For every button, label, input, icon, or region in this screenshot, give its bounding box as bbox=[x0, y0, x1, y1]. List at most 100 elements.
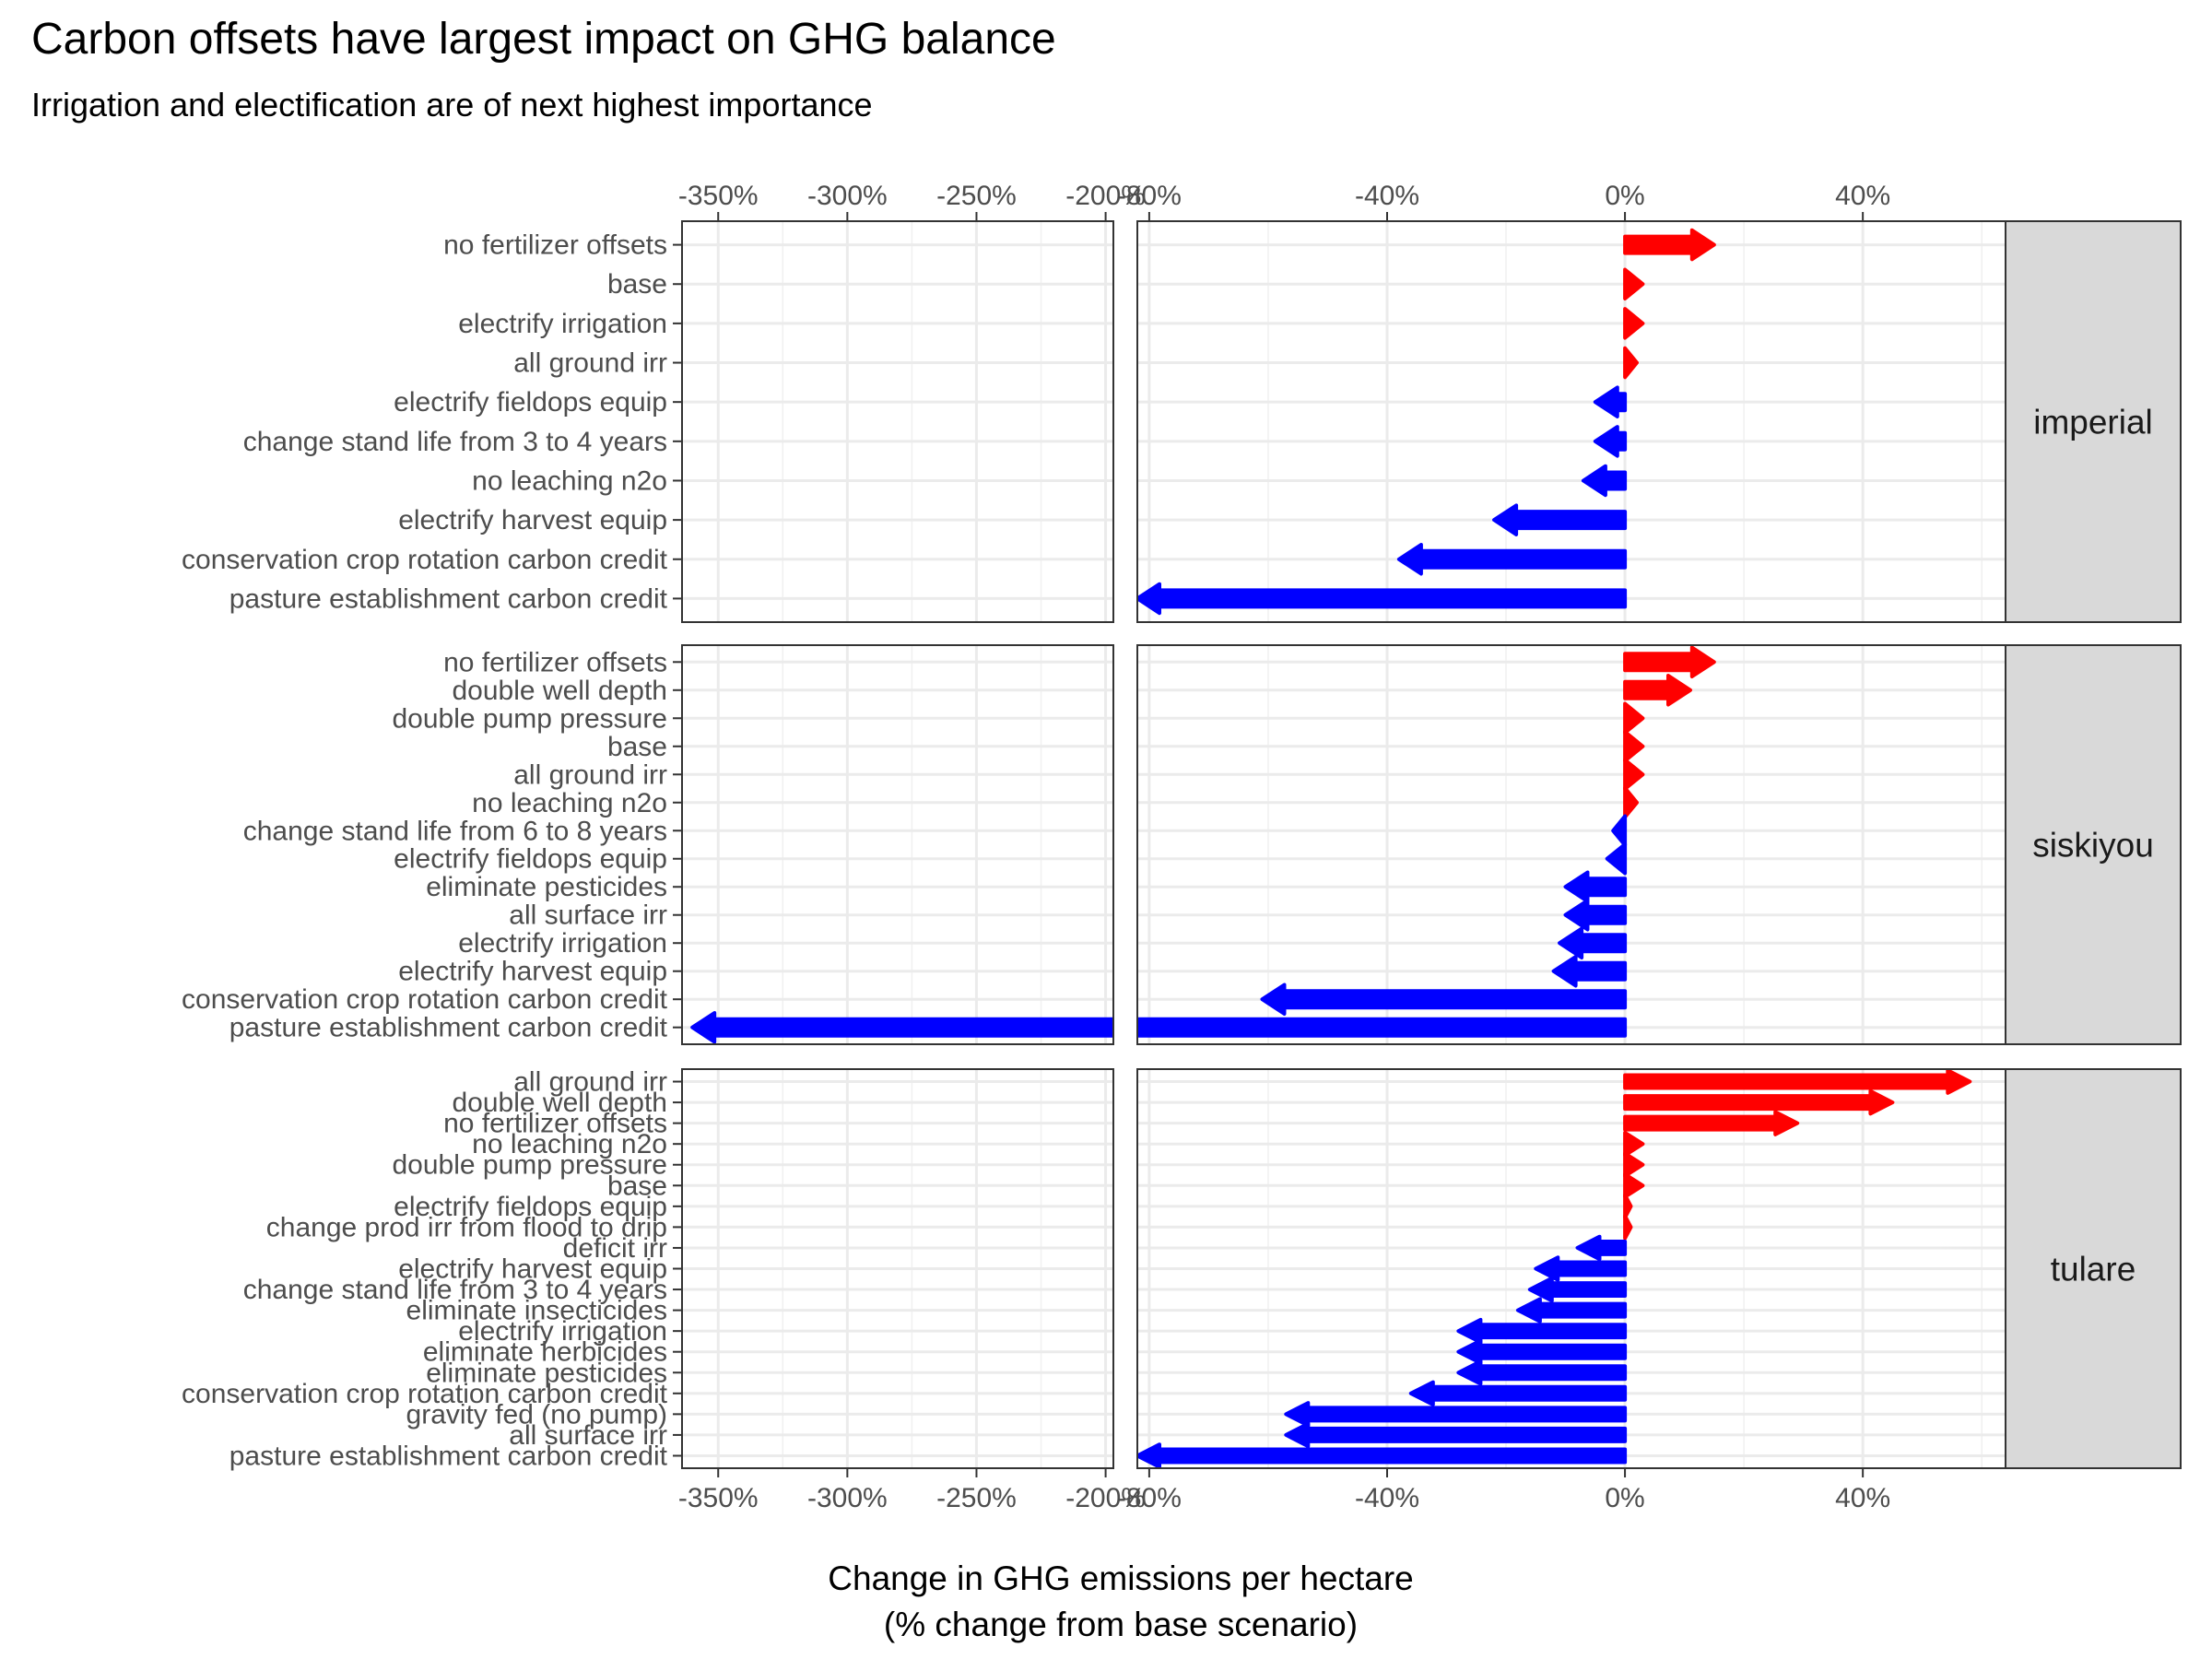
panel-tulare-category-label: no fertilizer offsets bbox=[443, 1109, 667, 1139]
panel-siskiyou-strip-label: siskiyou bbox=[2032, 827, 2154, 865]
panel-siskiyou-category-label: no leaching n2o bbox=[472, 788, 667, 818]
panel-imperial-arrow-electrify-fieldops-equip bbox=[1593, 385, 1628, 418]
panel-imperial-left-bg bbox=[682, 221, 1113, 622]
panel-tulare-category-label: double well depth bbox=[452, 1088, 667, 1118]
panel-imperial-arrow-electrify-irrigation bbox=[1623, 307, 1645, 340]
panel-tulare-arrow-all-surface-irr bbox=[1284, 1421, 1628, 1449]
x-axis-top-right-tick-label: 0% bbox=[1605, 181, 1644, 211]
panel-tulare-arrow-base bbox=[1623, 1172, 1645, 1199]
panel-imperial-category-label: conservation crop rotation carbon credit bbox=[182, 545, 668, 575]
panel-tulare-arrow-electrify-fieldops-equip bbox=[1623, 1193, 1633, 1220]
panel-siskiyou-category-label: conservation crop rotation carbon credit bbox=[182, 984, 668, 1015]
x-axis-top-left-tick-label: -200% bbox=[1065, 181, 1146, 211]
panel-tulare-arrow-gravity-fed-no-pump- bbox=[1284, 1401, 1628, 1428]
panel-tulare-category-label: electrify harvest equip bbox=[398, 1254, 667, 1285]
panel-siskiyou-category-label: electrify irrigation bbox=[458, 928, 667, 959]
panel-imperial-category-label: no fertilizer offsets bbox=[443, 230, 667, 261]
panel-imperial-arrow-change-stand-life-from-3-to-4-years bbox=[1593, 425, 1628, 458]
panel-siskiyou-category-label: double pump pressure bbox=[392, 703, 667, 734]
panel-imperial-category-label: no leaching n2o bbox=[472, 465, 667, 496]
panel-siskiyou-arrow-pasture-establishment-carbon-credit-left-segment bbox=[690, 1011, 1113, 1044]
panel-tulare-arrow-electrify-irrigation bbox=[1456, 1317, 1628, 1345]
panel-tulare-category-label: eliminate insecticides bbox=[406, 1296, 667, 1326]
panel-siskiyou-arrow-electrify-harvest-equip bbox=[1551, 955, 1628, 988]
panel-tulare-arrow-electrify-harvest-equip bbox=[1534, 1255, 1628, 1282]
panel-imperial-strip bbox=[2005, 220, 2182, 623]
x-axis-bottom-right-tick-label: -40% bbox=[1355, 1483, 1419, 1513]
chart-title: Carbon offsets have largest impact on GH… bbox=[31, 15, 1056, 64]
panel-tulare-category-label: change prod irr from flood to drip bbox=[266, 1212, 667, 1242]
panel-siskiyou-arrow-double-pump-pressure bbox=[1623, 701, 1645, 735]
x-axis-bottom-left-tick-label: -350% bbox=[678, 1483, 759, 1513]
panel-imperial-arrow-electrify-harvest-equip bbox=[1492, 503, 1628, 536]
panel-imperial-strip-label: imperial bbox=[2033, 404, 2153, 441]
panel-tulare-arrow-eliminate-insecticides bbox=[1515, 1297, 1628, 1324]
panel-siskiyou-strip bbox=[2005, 644, 2182, 1045]
panel-tulare-category-label: electrify fieldops equip bbox=[394, 1192, 667, 1222]
panel-imperial-category-label: base bbox=[607, 269, 667, 300]
panel-imperial-arrow-pasture-establishment-carbon-credit bbox=[1137, 582, 1628, 616]
panel-siskiyou-category-label: eliminate pesticides bbox=[426, 872, 667, 902]
panel-tulare-category-label: pasture establishment carbon credit bbox=[229, 1441, 668, 1471]
panel-tulare-arrow-double-well-depth bbox=[1623, 1088, 1895, 1116]
panel-siskiyou-left-bg bbox=[682, 645, 1113, 1044]
x-axis-bottom-left-tick-label: -200% bbox=[1065, 1483, 1146, 1513]
panel-imperial-arrow-base bbox=[1623, 267, 1645, 300]
panel-imperial-arrow-conservation-crop-rotation-carbon-credit bbox=[1396, 543, 1628, 576]
x-axis-bottom-left-tick-label: -250% bbox=[936, 1483, 1017, 1513]
panel-tulare-category-label: gravity fed (no pump) bbox=[406, 1399, 667, 1430]
x-axis-top-right-tick-label: 40% bbox=[1835, 181, 1890, 211]
panel-siskiyou-arrow-electrify-irrigation bbox=[1558, 926, 1628, 959]
panel-siskiyou-arrow-all-surface-irr bbox=[1563, 899, 1628, 932]
x-axis-bottom-left-tick-label: -300% bbox=[807, 1483, 888, 1513]
x-axis-top-left-tick-label: -250% bbox=[936, 181, 1017, 211]
panel-imperial-arrow-all-ground-irr bbox=[1623, 346, 1639, 380]
panel-imperial-category-label: electrify irrigation bbox=[458, 309, 667, 339]
panel-siskiyou-arrow-pasture-establishment-carbon-credit bbox=[1137, 1017, 1628, 1038]
panel-tulare-category-label: no leaching n2o bbox=[472, 1129, 667, 1159]
plot-area: no fertilizer offsets base electrify irrig… bbox=[182, 181, 2182, 1513]
panel-tulare-category-label: electrify irrigation bbox=[458, 1316, 667, 1347]
x-axis-title-line-2: (% change from base scenario) bbox=[884, 1606, 1358, 1643]
panel-siskiyou-arrow-conservation-crop-rotation-carbon-credit bbox=[1260, 982, 1628, 1016]
panel-tulare-arrow-eliminate-herbicides bbox=[1456, 1338, 1628, 1365]
x-axis-top-right-tick-label: -80% bbox=[1117, 181, 1182, 211]
panel-siskiyou-arrow-double-well-depth bbox=[1623, 674, 1692, 707]
panel-tulare-arrow-double-pump-pressure bbox=[1623, 1151, 1645, 1178]
panel-tulare-arrow-no-fertilizer-offsets bbox=[1623, 1110, 1800, 1136]
x-axis-top-left-tick-label: -300% bbox=[807, 181, 888, 211]
panel-siskiyou-arrow-all-ground-irr bbox=[1623, 758, 1645, 791]
panel-imperial-arrow-no-fertilizer-offsets bbox=[1623, 228, 1716, 262]
panel-tulare-arrow-conservation-crop-rotation-carbon-credit bbox=[1408, 1380, 1628, 1406]
panel-siskiyou-arrow-change-stand-life-from-6-to-8-years bbox=[1611, 814, 1628, 847]
panel-tulare-strip-label: tulare bbox=[2051, 1251, 2136, 1288]
x-axis-top-left-tick-label: -350% bbox=[678, 181, 759, 211]
x-axis-bottom-right-tick-label: 40% bbox=[1835, 1483, 1890, 1513]
panel-siskiyou-category-label: electrify fieldops equip bbox=[394, 844, 667, 875]
panel-siskiyou-category-label: all ground irr bbox=[513, 759, 667, 790]
panel-tulare-strip bbox=[2005, 1068, 2182, 1469]
panel-siskiyou-arrow-no-leaching-n2o bbox=[1623, 786, 1639, 819]
panel-tulare-category-label: deficit irr bbox=[563, 1233, 667, 1264]
panel-siskiyou-category-label: base bbox=[607, 732, 667, 762]
panel-tulare-category-label: conservation crop rotation carbon credit bbox=[182, 1379, 668, 1409]
panel-siskiyou-arrow-no-fertilizer-offsets bbox=[1623, 645, 1716, 678]
panel-tulare-arrow-all-ground-irr bbox=[1623, 1069, 1972, 1095]
panel-siskiyou-arrow-base bbox=[1623, 730, 1645, 763]
panel-siskiyou-category-label: pasture establishment carbon credit bbox=[229, 1013, 668, 1043]
panel-tulare-arrow-change-prod-irr-from-flood-to-drip bbox=[1623, 1214, 1633, 1241]
panel-tulare-left-border bbox=[681, 1068, 1114, 1469]
panel-tulare-category-label: all surface irr bbox=[509, 1420, 667, 1451]
panel-imperial-left-border bbox=[681, 220, 1114, 623]
panel-siskiyou-category-label: no fertilizer offsets bbox=[443, 647, 667, 677]
panel-imperial-category-label: electrify harvest equip bbox=[398, 505, 667, 535]
panel-tulare-arrow-deficit-irr bbox=[1575, 1234, 1628, 1262]
x-axis-bottom-right-tick-label: -80% bbox=[1117, 1483, 1182, 1513]
x-axis-top-right-tick-label: -40% bbox=[1355, 181, 1419, 211]
panel-tulare-arrow-change-stand-life-from-3-to-4-years bbox=[1527, 1276, 1628, 1303]
panel-siskiyou-category-label: double well depth bbox=[452, 676, 667, 706]
panel-siskiyou-left-border bbox=[681, 644, 1114, 1045]
x-axis-bottom-right-tick-label: 0% bbox=[1605, 1483, 1644, 1513]
panel-tulare-category-label: double pump pressure bbox=[392, 1150, 667, 1181]
